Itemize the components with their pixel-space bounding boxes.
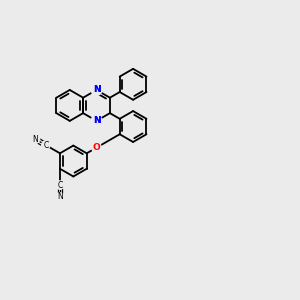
Text: N: N	[93, 116, 100, 125]
Circle shape	[42, 141, 50, 149]
Text: N: N	[33, 135, 38, 144]
Text: C: C	[57, 181, 63, 190]
Text: O: O	[93, 143, 101, 152]
Text: N: N	[93, 85, 100, 94]
Text: C: C	[43, 141, 48, 150]
Circle shape	[56, 181, 64, 189]
Circle shape	[31, 135, 40, 143]
Text: N: N	[93, 85, 100, 94]
Text: N: N	[57, 193, 63, 202]
Circle shape	[91, 116, 102, 126]
Circle shape	[56, 193, 64, 201]
Text: N: N	[93, 116, 100, 125]
Circle shape	[91, 85, 102, 95]
Circle shape	[92, 143, 101, 152]
